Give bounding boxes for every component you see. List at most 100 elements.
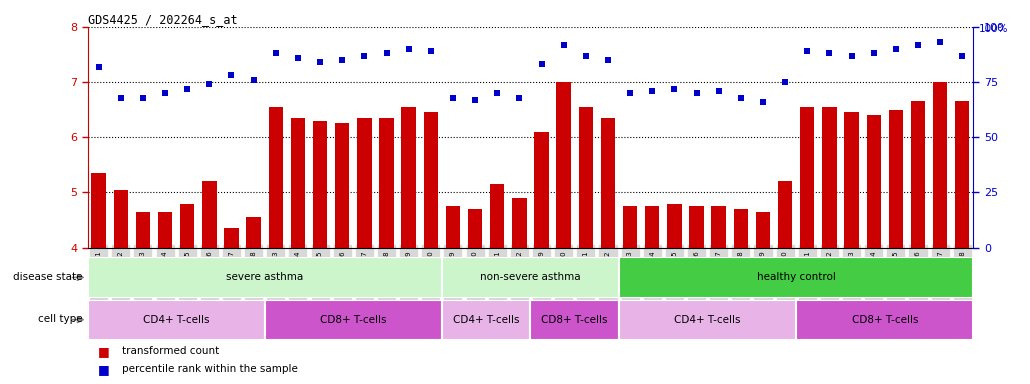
Bar	[225, 228, 239, 248]
Point	[799, 48, 816, 54]
Bar	[556, 82, 571, 248]
Text: CD8+ T-cells: CD8+ T-cells	[852, 314, 918, 325]
Point	[844, 53, 860, 59]
Bar	[800, 107, 815, 248]
Point	[401, 46, 417, 52]
Text: 100%: 100%	[978, 24, 1008, 34]
Bar	[933, 82, 948, 248]
Point	[334, 57, 350, 63]
Point	[622, 90, 639, 96]
Text: disease state: disease state	[13, 272, 82, 282]
Point	[644, 88, 660, 94]
Point	[445, 94, 461, 101]
Bar	[113, 190, 128, 248]
Point	[666, 86, 683, 92]
Point	[268, 50, 284, 56]
Point	[755, 99, 771, 105]
Point	[157, 90, 173, 96]
Bar	[845, 113, 859, 248]
Point	[489, 90, 506, 96]
Point	[112, 94, 129, 101]
Bar	[778, 182, 792, 248]
Bar	[530, 300, 619, 340]
Bar	[712, 206, 726, 248]
Text: CD4+ T-cells: CD4+ T-cells	[675, 314, 741, 325]
Bar	[158, 212, 172, 248]
Point	[312, 59, 329, 65]
Text: CD4+ T-cells: CD4+ T-cells	[453, 314, 519, 325]
Point	[511, 94, 527, 101]
Point	[599, 57, 616, 63]
Bar	[490, 184, 505, 248]
Bar	[180, 204, 195, 248]
Bar	[866, 115, 881, 248]
Text: CD8+ T-cells: CD8+ T-cells	[542, 314, 608, 325]
Point	[909, 41, 926, 48]
Bar	[689, 206, 703, 248]
Text: healthy control: healthy control	[757, 272, 835, 283]
Bar	[822, 107, 836, 248]
Text: percentile rank within the sample: percentile rank within the sample	[122, 364, 298, 374]
Bar	[402, 107, 416, 248]
Point	[711, 88, 727, 94]
Bar	[955, 101, 969, 248]
Point	[932, 39, 949, 45]
Bar	[645, 206, 659, 248]
Text: ■: ■	[98, 345, 109, 358]
Bar	[313, 121, 328, 248]
Bar	[446, 206, 460, 248]
Point	[179, 86, 196, 92]
Bar	[246, 217, 261, 248]
Point	[777, 79, 793, 85]
Bar	[623, 206, 638, 248]
Bar	[88, 257, 442, 298]
Bar	[357, 118, 372, 248]
Bar	[335, 124, 349, 248]
Point	[91, 64, 107, 70]
Point	[135, 94, 151, 101]
Bar	[423, 113, 438, 248]
Bar	[202, 182, 216, 248]
Point	[422, 48, 439, 54]
Bar	[619, 257, 973, 298]
Point	[688, 90, 705, 96]
Text: cell type: cell type	[38, 314, 82, 324]
Bar	[92, 173, 106, 248]
Bar	[512, 198, 526, 248]
Point	[467, 97, 483, 103]
Point	[289, 55, 306, 61]
Text: GDS4425 / 202264_s_at: GDS4425 / 202264_s_at	[88, 13, 237, 26]
Bar	[265, 300, 442, 340]
Text: non-severe asthma: non-severe asthma	[480, 272, 581, 283]
Point	[201, 81, 217, 88]
Bar	[733, 209, 748, 248]
Bar	[889, 110, 903, 248]
Bar	[88, 300, 265, 340]
Point	[578, 53, 594, 59]
Point	[378, 50, 394, 56]
Point	[888, 46, 904, 52]
Bar	[756, 212, 770, 248]
Text: ■: ■	[98, 363, 109, 376]
Point	[245, 77, 262, 83]
Point	[865, 50, 882, 56]
Bar	[579, 107, 593, 248]
Text: severe asthma: severe asthma	[227, 272, 304, 283]
Bar	[269, 107, 283, 248]
Point	[555, 41, 572, 48]
Point	[224, 73, 240, 79]
Bar	[468, 209, 482, 248]
Bar	[796, 300, 973, 340]
Point	[821, 50, 837, 56]
Point	[534, 61, 550, 68]
Point	[356, 53, 373, 59]
Bar	[442, 300, 530, 340]
Text: CD8+ T-cells: CD8+ T-cells	[320, 314, 386, 325]
Bar	[619, 300, 796, 340]
Bar	[667, 204, 682, 248]
Bar	[379, 118, 393, 248]
Text: transformed count: transformed count	[122, 346, 218, 356]
Bar	[600, 118, 615, 248]
Bar	[442, 257, 619, 298]
Bar	[911, 101, 925, 248]
